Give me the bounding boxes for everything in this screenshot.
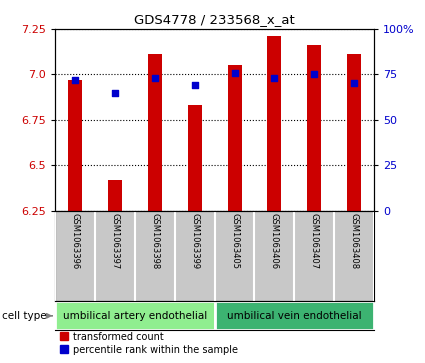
Text: GSM1063399: GSM1063399 — [190, 213, 199, 269]
Point — [112, 90, 119, 95]
Bar — [68, 80, 82, 211]
Point — [191, 82, 198, 88]
Bar — [148, 54, 162, 211]
Text: GSM1063405: GSM1063405 — [230, 213, 239, 269]
Title: GDS4778 / 233568_x_at: GDS4778 / 233568_x_at — [134, 13, 295, 26]
Text: cell type: cell type — [2, 311, 47, 321]
Point — [151, 75, 158, 81]
Bar — [307, 45, 321, 211]
Bar — [55, 301, 215, 330]
Bar — [227, 65, 241, 211]
Bar — [108, 180, 122, 211]
Text: GSM1063408: GSM1063408 — [350, 213, 359, 269]
Bar — [347, 54, 361, 211]
Text: GSM1063396: GSM1063396 — [71, 213, 79, 269]
Bar — [267, 36, 281, 211]
Point — [271, 75, 278, 81]
Text: umbilical vein endothelial: umbilical vein endothelial — [227, 311, 362, 321]
Text: GSM1063397: GSM1063397 — [110, 213, 119, 269]
Point — [231, 70, 238, 76]
Bar — [188, 105, 202, 211]
Text: GSM1063406: GSM1063406 — [270, 213, 279, 269]
Point — [72, 77, 79, 83]
Legend: transformed count, percentile rank within the sample: transformed count, percentile rank withi… — [60, 331, 238, 355]
Point — [311, 72, 317, 77]
Bar — [215, 301, 374, 330]
Text: umbilical artery endothelial: umbilical artery endothelial — [63, 311, 207, 321]
Text: GSM1063407: GSM1063407 — [310, 213, 319, 269]
Text: GSM1063398: GSM1063398 — [150, 213, 159, 269]
Point — [351, 81, 357, 86]
